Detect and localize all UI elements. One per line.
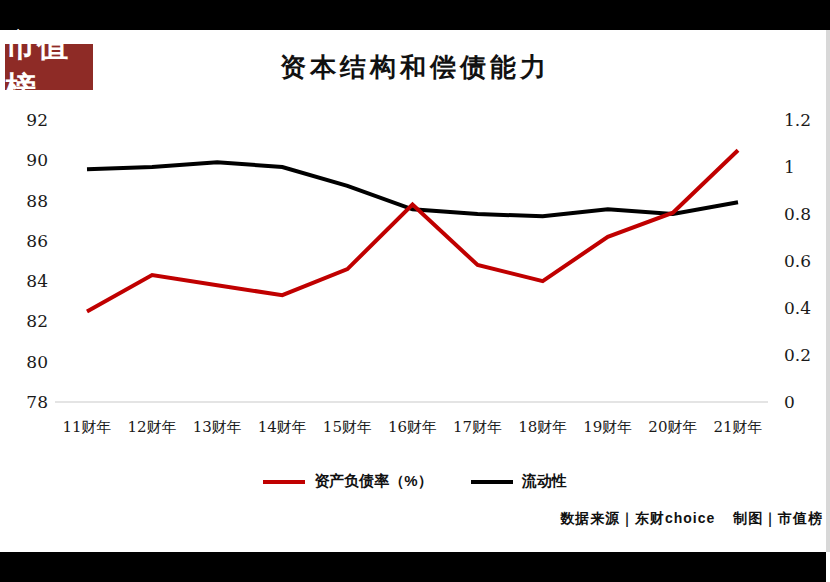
series-line-debt-ratio <box>87 150 738 311</box>
data-source-credit: 数据来源｜东财choice <box>560 510 715 528</box>
x-axis-tick-label: 15财年 <box>323 418 372 436</box>
right-axis-tick-label: 0.6 <box>784 251 811 271</box>
x-axis-tick-label: 18财年 <box>518 418 567 436</box>
x-axis-tick-label: 21财年 <box>713 418 762 436</box>
red-line-swatch <box>263 480 305 484</box>
right-axis-tick-label: 0 <box>784 392 795 412</box>
left-axis-tick-label: 88 <box>26 191 48 211</box>
top-black-bar <box>0 0 830 30</box>
x-axis-tick-label: 20财年 <box>648 418 697 436</box>
left-axis-tick-label: 84 <box>26 271 48 291</box>
legend-item-debt-ratio: 资产负债率（%） <box>263 472 432 491</box>
x-axis-tick-label: 11财年 <box>62 418 111 436</box>
x-axis-tick-label: 19财年 <box>583 418 632 436</box>
chart-canvas: 92 90 88 86 84 82 80 78 1.2 1 0.8 0.6 0.4 0.2 0 11财年 12财… <box>0 100 830 460</box>
legend-item-liquidity: 流动性 <box>471 472 567 491</box>
credits: 数据来源｜东财choice 制图｜市值榜 <box>560 510 823 528</box>
left-axis-tick-label: 78 <box>26 392 48 412</box>
page: 市值榜 资本结构和偿债能力 92908886848280781.210.80.6… <box>0 0 830 582</box>
x-axis-tick-label: 16财年 <box>388 418 437 436</box>
maker-credit: 制图｜市值榜 <box>733 510 823 528</box>
chart-legend: 资产负债率（%） 流动性 <box>0 472 830 491</box>
right-axis-tick-label: 0.8 <box>784 204 811 224</box>
right-axis-tick-label: 0.2 <box>784 345 811 365</box>
black-line-swatch <box>471 480 513 484</box>
left-axis-tick-label: 86 <box>26 231 48 251</box>
legend-label: 流动性 <box>522 472 567 491</box>
x-axis-tick-label: 14财年 <box>258 418 307 436</box>
right-axis-tick-label: 0.4 <box>784 298 811 318</box>
left-axis-tick-label: 80 <box>26 352 48 372</box>
series-line-liquidity <box>87 162 738 216</box>
legend-label: 资产负债率（%） <box>314 472 432 491</box>
x-axis-tick-label: 17财年 <box>453 418 502 436</box>
right-axis-tick-label: 1 <box>784 157 795 177</box>
left-axis-tick-label: 92 <box>26 110 48 130</box>
right-axis-tick-label: 1.2 <box>784 110 811 130</box>
scrollbar[interactable] <box>826 30 830 552</box>
x-axis-tick-label: 13财年 <box>193 418 242 436</box>
chart-title: 资本结构和偿债能力 <box>0 50 830 85</box>
x-axis-tick-label: 12财年 <box>128 418 177 436</box>
left-axis-tick-label: 90 <box>26 150 48 170</box>
left-axis-tick-label: 82 <box>26 311 48 331</box>
bottom-black-bar <box>0 552 826 582</box>
